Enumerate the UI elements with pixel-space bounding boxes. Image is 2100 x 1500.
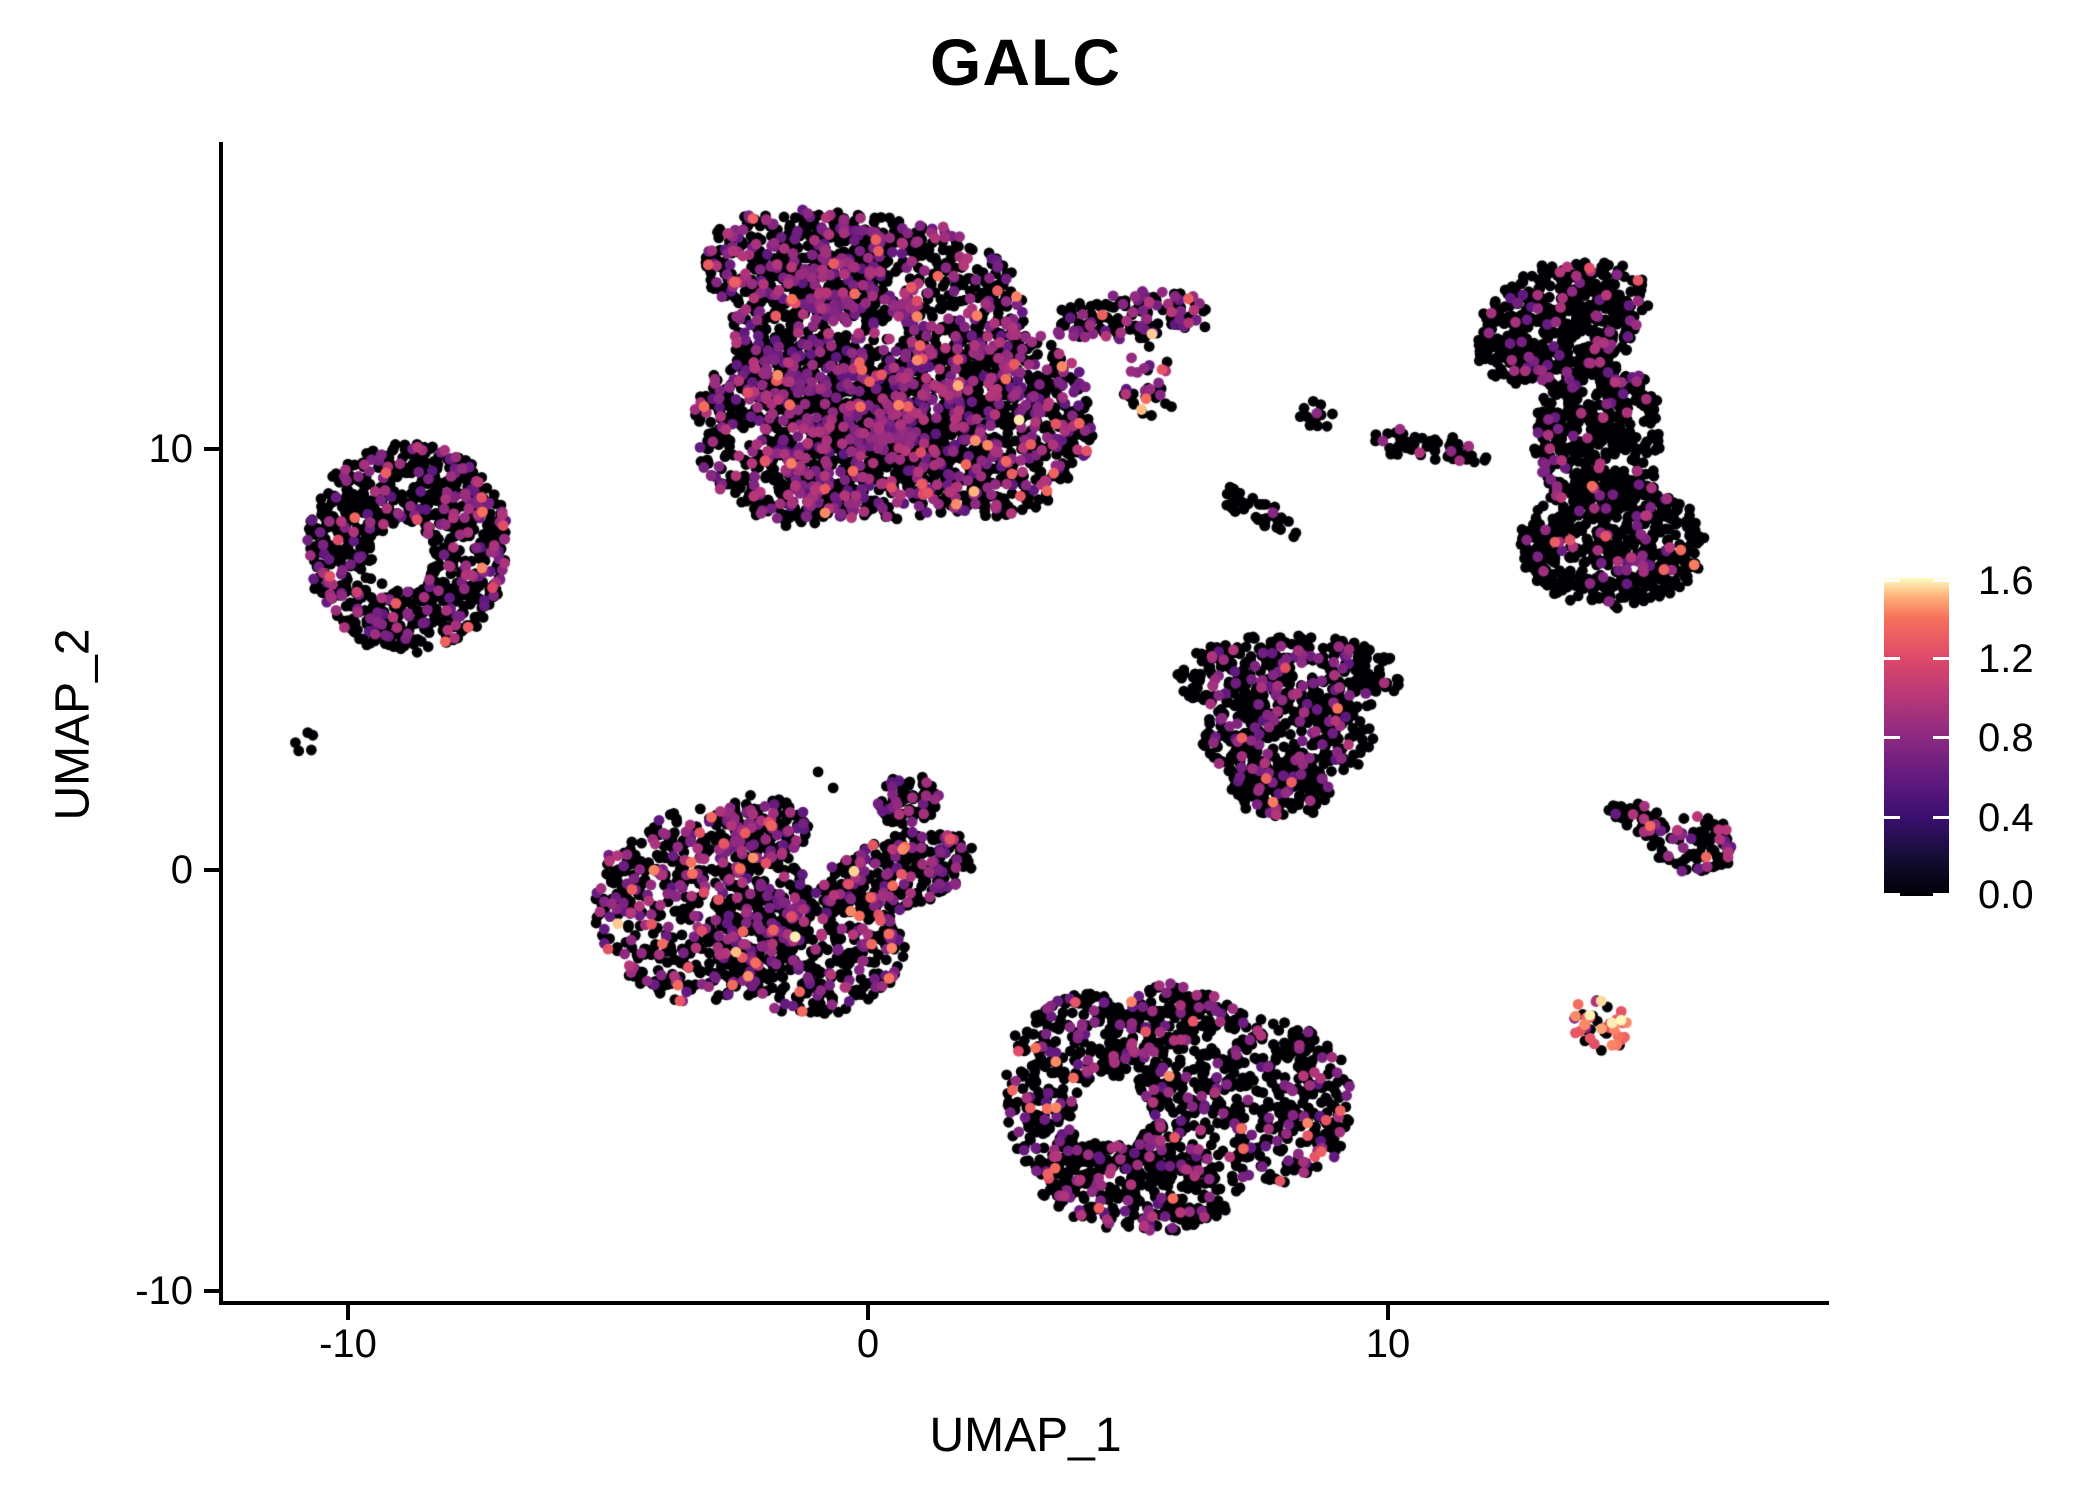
colorbar-tick-mark (1884, 815, 1900, 819)
colorbar-tick-mark (1933, 579, 1949, 582)
colorbar-tick-mark (1884, 893, 1900, 896)
y-tick-label: -10 (135, 1269, 193, 1313)
umap-scatter-plot-area (222, 142, 1829, 1303)
colorbar-tick-label: 0.8 (1978, 716, 2034, 760)
x-tick-mark (866, 1305, 870, 1320)
colorbar-tick-label: 0.4 (1978, 795, 2034, 840)
colorbar-tick-label: 1.6 (1978, 559, 2034, 603)
colorbar-tick-label: 0.0 (1978, 873, 2034, 917)
plot-title: GALC (930, 25, 1121, 99)
colorbar-tick-mark (1933, 893, 1949, 896)
x-axis-title: UMAP_1 (929, 1409, 1122, 1462)
colorbar-tick-mark (1884, 736, 1900, 739)
x-axis-line (219, 1301, 1829, 1305)
colorbar-tick-mark (1933, 656, 1949, 660)
y-tick-label: 10 (148, 427, 194, 471)
colorbar-tick-label: 1.2 (1978, 636, 2034, 681)
y-tick-mark (204, 1289, 219, 1293)
colorbar-tick-mark (1933, 736, 1949, 739)
x-tick-mark (346, 1305, 350, 1320)
x-tick-label: 0 (856, 1322, 880, 1366)
y-tick-mark (204, 868, 219, 872)
x-tick-label: -10 (319, 1322, 377, 1366)
y-axis-line (219, 142, 223, 1305)
x-tick-label: 10 (1365, 1322, 1411, 1366)
y-tick-mark (204, 447, 219, 451)
colorbar-tick-mark (1884, 579, 1900, 582)
y-tick-label: 0 (170, 848, 193, 892)
x-tick-mark (1386, 1305, 1390, 1320)
colorbar-tick-mark (1884, 656, 1900, 660)
colorbar-tick-mark (1933, 815, 1949, 819)
